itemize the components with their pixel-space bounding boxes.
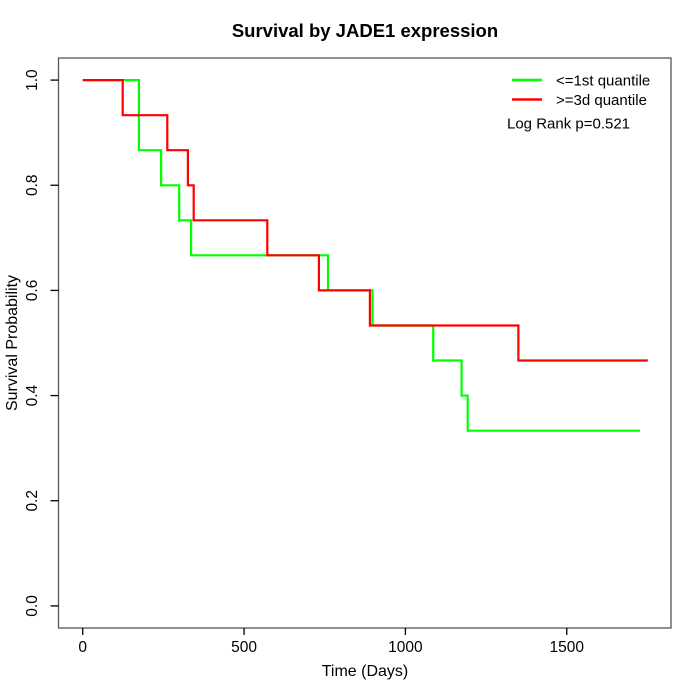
legend: <=1st quantile >=3d quantile Log Rank p=… — [507, 73, 650, 133]
chart-title: Survival by JADE1 expression — [232, 20, 498, 41]
y-axis-label: Survival Probability — [4, 275, 21, 411]
x-tick-label: 1500 — [550, 639, 585, 656]
y-tick-label: 0.0 — [24, 595, 41, 617]
x-tick-label: 1000 — [388, 639, 423, 656]
y-tick-label: 0.6 — [24, 280, 41, 302]
legend-label-high-quantile: >=3d quantile — [556, 92, 647, 109]
x-tick-label: 0 — [78, 639, 87, 656]
plot-border — [57, 57, 672, 629]
log-rank-annotation: Log Rank p=0.521 — [507, 116, 630, 133]
y-tick-label: 1.0 — [24, 69, 41, 91]
legend-label-low-quantile: <=1st quantile — [556, 73, 650, 90]
survival-curve-low-quantile — [82, 78, 640, 432]
x-tick-label: 500 — [231, 639, 257, 656]
survival-curve-high-quantile — [82, 78, 648, 362]
y-tick-label: 0.4 — [24, 384, 41, 406]
y-tick-label: 0.8 — [24, 174, 41, 196]
x-axis-label: Time (Days) — [322, 663, 409, 680]
y-tick-label: 0.2 — [24, 490, 41, 512]
